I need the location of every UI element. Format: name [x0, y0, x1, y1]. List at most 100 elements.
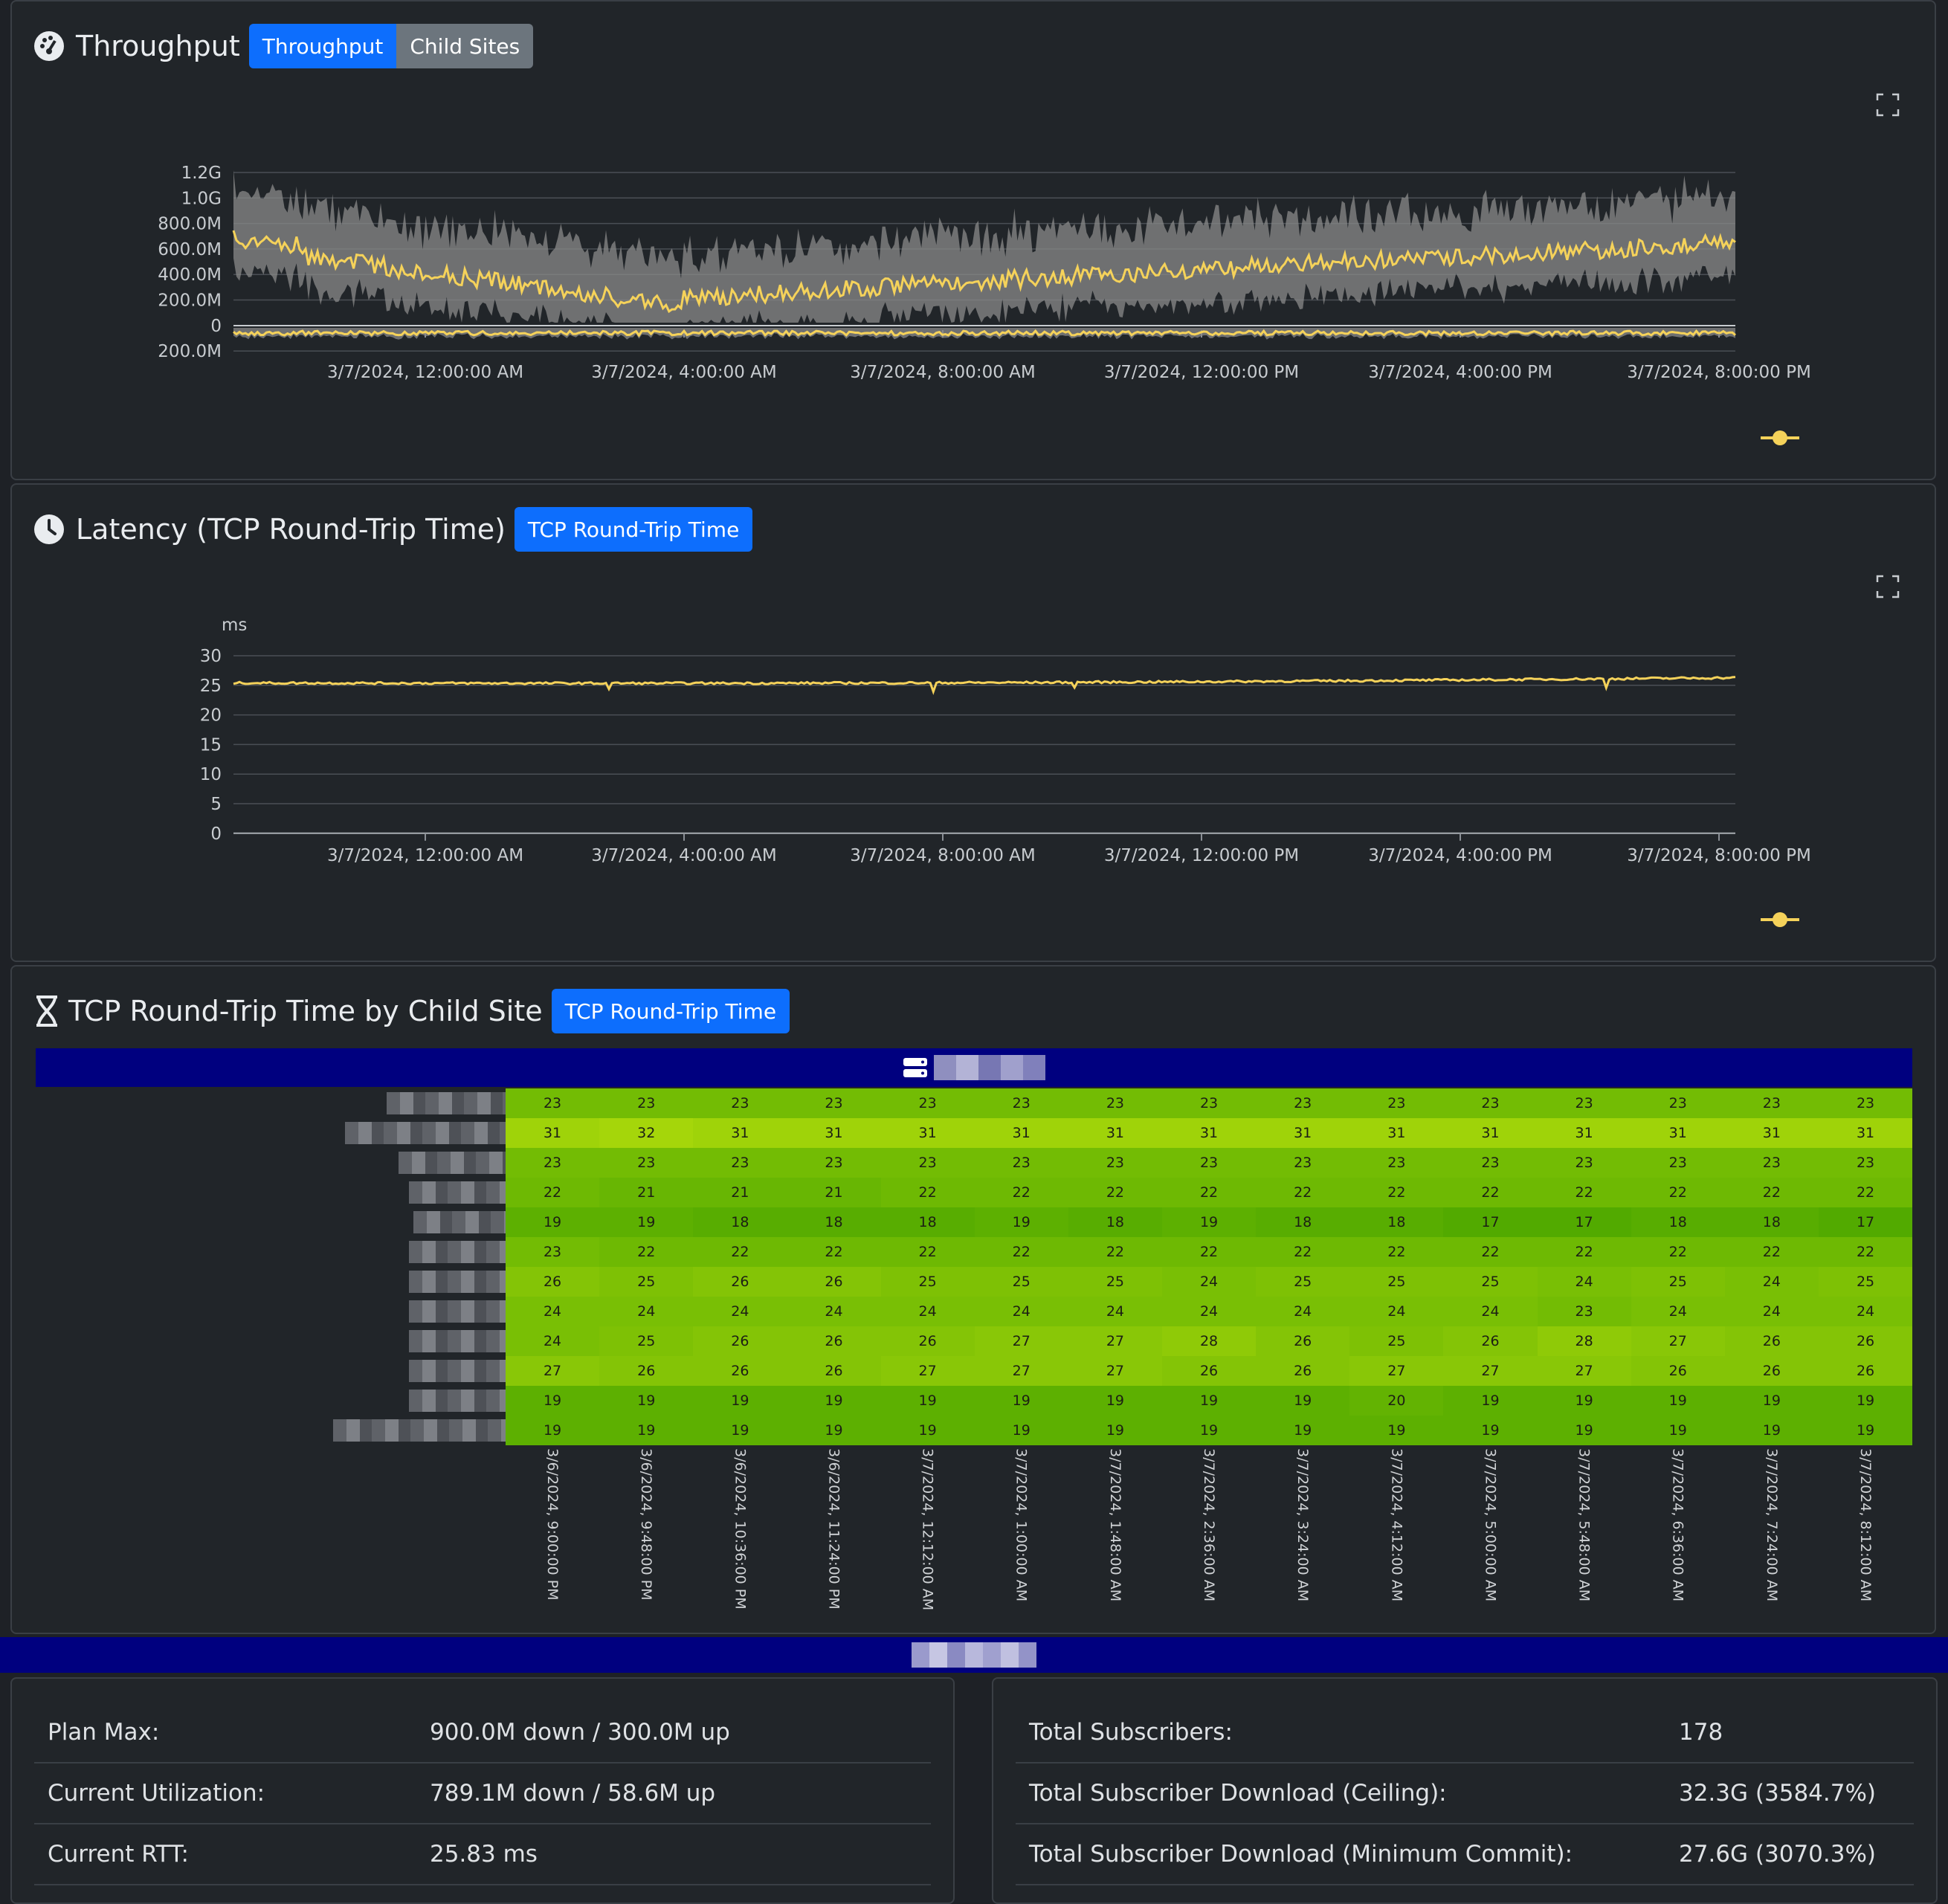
heatmap-cell[interactable]: 22: [1818, 1237, 1913, 1267]
heatmap-cell[interactable]: 22: [1068, 1178, 1162, 1207]
heatmap-cell[interactable]: 19: [506, 1386, 600, 1416]
heatmap-cell[interactable]: 24: [1256, 1297, 1350, 1326]
heatmap-cell[interactable]: 23: [1724, 1148, 1819, 1178]
heatmap-cell[interactable]: 23: [974, 1088, 1068, 1118]
heatmap-cell[interactable]: 25: [974, 1267, 1068, 1297]
heatmap-cell[interactable]: 26: [1161, 1356, 1257, 1386]
heatmap-cell[interactable]: 24: [1818, 1297, 1913, 1326]
tab-tcp-rtt[interactable]: TCP Round-Trip Time: [514, 507, 753, 552]
heatmap-cell[interactable]: 31: [506, 1118, 600, 1148]
heatmap-cell[interactable]: 23: [1256, 1088, 1350, 1118]
heatmap-cell[interactable]: 20: [1349, 1386, 1444, 1416]
heatmap-cell[interactable]: 27: [1631, 1326, 1725, 1356]
heatmap-cell[interactable]: 24: [1443, 1297, 1538, 1326]
heatmap-cell[interactable]: 19: [1537, 1416, 1631, 1445]
heatmap-cell[interactable]: 24: [1068, 1297, 1162, 1326]
heatmap-cell[interactable]: 27: [880, 1356, 975, 1386]
heatmap-cell[interactable]: 26: [787, 1326, 881, 1356]
heatmap-cell[interactable]: 31: [1631, 1118, 1725, 1148]
heatmap-cell[interactable]: 26: [1818, 1356, 1913, 1386]
heatmap-cell[interactable]: 23: [880, 1088, 975, 1118]
heatmap-cell[interactable]: 23: [1443, 1148, 1538, 1178]
heatmap-cell[interactable]: 22: [693, 1237, 787, 1267]
heatmap-cell[interactable]: 31: [1724, 1118, 1819, 1148]
heatmap-cell[interactable]: 18: [1724, 1207, 1819, 1237]
heatmap-cell[interactable]: 22: [1631, 1178, 1725, 1207]
heatmap-cell[interactable]: 22: [1161, 1178, 1257, 1207]
heatmap-cell[interactable]: 19: [1068, 1386, 1162, 1416]
heatmap-cell[interactable]: 22: [880, 1178, 975, 1207]
heatmap-cell[interactable]: 17: [1537, 1207, 1631, 1237]
heatmap-cell[interactable]: 31: [1349, 1118, 1444, 1148]
heatmap-cell[interactable]: 24: [1631, 1297, 1725, 1326]
heatmap-cell[interactable]: 22: [1724, 1178, 1819, 1207]
heatmap-cell[interactable]: 27: [974, 1356, 1068, 1386]
heatmap-cell[interactable]: 23: [1537, 1088, 1631, 1118]
heatmap-cell[interactable]: 19: [880, 1386, 975, 1416]
heatmap-cell[interactable]: 23: [693, 1148, 787, 1178]
expand-icon[interactable]: [1875, 574, 1900, 599]
heatmap-cell[interactable]: 27: [1068, 1326, 1162, 1356]
heatmap-cell[interactable]: 26: [1256, 1326, 1350, 1356]
heatmap-cell[interactable]: 31: [1068, 1118, 1162, 1148]
heatmap-cell[interactable]: 19: [974, 1386, 1068, 1416]
heatmap-cell[interactable]: 25: [1256, 1267, 1350, 1297]
heatmap-cell[interactable]: 24: [1161, 1267, 1257, 1297]
heatmap-cell[interactable]: 24: [1537, 1267, 1631, 1297]
heatmap-cell[interactable]: 31: [693, 1118, 787, 1148]
heatmap-cell[interactable]: 24: [1349, 1297, 1444, 1326]
heatmap-cell[interactable]: 23: [1161, 1088, 1257, 1118]
heatmap-cell[interactable]: 19: [599, 1207, 694, 1237]
heatmap-cell[interactable]: 27: [506, 1356, 600, 1386]
heatmap-cell[interactable]: 25: [599, 1267, 694, 1297]
heatmap-cell[interactable]: 24: [1724, 1297, 1819, 1326]
heatmap-cell[interactable]: 25: [1349, 1267, 1444, 1297]
heatmap-cell[interactable]: 25: [1631, 1267, 1725, 1297]
heatmap-cell[interactable]: 23: [1256, 1148, 1350, 1178]
heatmap-cell[interactable]: 22: [1068, 1237, 1162, 1267]
heatmap-cell[interactable]: 23: [506, 1088, 600, 1118]
heatmap-cell[interactable]: 24: [599, 1297, 694, 1326]
heatmap-cell[interactable]: 21: [693, 1178, 787, 1207]
expand-icon[interactable]: [1875, 92, 1900, 117]
heatmap-cell[interactable]: 27: [974, 1326, 1068, 1356]
heatmap-cell[interactable]: 22: [1443, 1178, 1538, 1207]
heatmap-cell[interactable]: 22: [1256, 1237, 1350, 1267]
heatmap-cell[interactable]: 19: [599, 1416, 694, 1445]
heatmap-cell[interactable]: 27: [1349, 1356, 1444, 1386]
heatmap-cell[interactable]: 19: [1256, 1416, 1350, 1445]
heatmap-cell[interactable]: 22: [1631, 1237, 1725, 1267]
heatmap-cell[interactable]: 19: [974, 1416, 1068, 1445]
heatmap-cell[interactable]: 18: [880, 1207, 975, 1237]
heatmap-cell[interactable]: 31: [974, 1118, 1068, 1148]
heatmap-cell[interactable]: 19: [1349, 1416, 1444, 1445]
heatmap-cell[interactable]: 23: [1631, 1088, 1725, 1118]
heatmap-cell[interactable]: 26: [506, 1267, 600, 1297]
heatmap-cell[interactable]: 19: [693, 1386, 787, 1416]
heatmap-cell[interactable]: 19: [1161, 1207, 1257, 1237]
heatmap-cell[interactable]: 25: [1818, 1267, 1913, 1297]
heatmap-cell[interactable]: 26: [599, 1356, 694, 1386]
heatmap-cell[interactable]: 19: [1818, 1416, 1913, 1445]
heatmap-cell[interactable]: 31: [787, 1118, 881, 1148]
heatmap-cell[interactable]: 24: [1724, 1267, 1819, 1297]
heatmap-cell[interactable]: 31: [880, 1118, 975, 1148]
heatmap-cell[interactable]: 23: [506, 1237, 600, 1267]
heatmap-cell[interactable]: 22: [1161, 1237, 1257, 1267]
heatmap-cell[interactable]: 24: [880, 1297, 975, 1326]
heatmap-cell[interactable]: 23: [1349, 1148, 1444, 1178]
heatmap-cell[interactable]: 23: [599, 1148, 694, 1178]
tab-throughput[interactable]: Throughput: [248, 24, 397, 68]
legend-series-icon[interactable]: [1759, 909, 1801, 931]
heatmap-cell[interactable]: 19: [1537, 1386, 1631, 1416]
heatmap-cell[interactable]: 22: [880, 1237, 975, 1267]
heatmap-cell[interactable]: 28: [1161, 1326, 1257, 1356]
heatmap-cell[interactable]: 27: [1443, 1356, 1538, 1386]
heatmap-cell[interactable]: 19: [1724, 1386, 1819, 1416]
heatmap-cell[interactable]: 27: [1068, 1356, 1162, 1386]
heatmap-cell[interactable]: 23: [974, 1148, 1068, 1178]
heatmap-cell[interactable]: 19: [1631, 1416, 1725, 1445]
heatmap-cell[interactable]: 23: [1443, 1088, 1538, 1118]
heatmap-cell[interactable]: 22: [1349, 1237, 1444, 1267]
legend-series-icon[interactable]: [1759, 427, 1801, 449]
